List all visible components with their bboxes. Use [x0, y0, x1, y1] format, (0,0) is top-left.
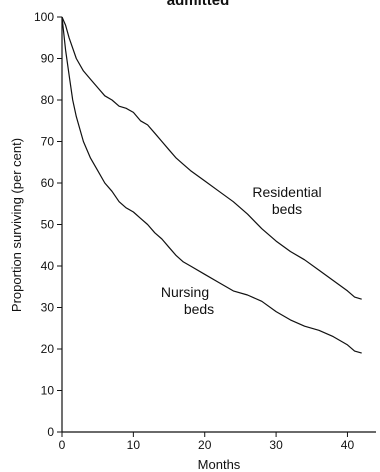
y-tick-label: 30	[41, 301, 55, 315]
annotation-line: beds	[184, 301, 214, 317]
y-tick-label: 70	[41, 135, 55, 149]
y-tick-label: 0	[47, 425, 54, 439]
y-tick-label: 20	[41, 342, 55, 356]
x-axis-title: Months	[198, 457, 241, 472]
series-line-nursing	[61, 16, 362, 354]
y-tick-label: 100	[34, 10, 54, 24]
x-tick-label: 0	[59, 438, 66, 452]
x-tick-label: 10	[127, 438, 141, 452]
label-residential-beds: Residential beds	[252, 184, 321, 217]
series-layer	[61, 16, 362, 354]
y-tick-label: 10	[41, 384, 55, 398]
y-axis-title: Proportion surviving (per cent)	[9, 138, 24, 312]
y-tick-label: 50	[41, 218, 55, 232]
y-tick-label: 60	[41, 176, 55, 190]
annotation-line: Residential	[252, 184, 321, 200]
annotation-line: Nursing	[161, 284, 209, 300]
chart-title: admitted	[167, 0, 230, 9]
x-tick-label: 40	[341, 438, 355, 452]
x-tick-label: 30	[269, 438, 283, 452]
annotation-line: beds	[272, 201, 302, 217]
series-line-residential	[61, 16, 362, 300]
label-nursing-beds: Nursing beds	[161, 284, 214, 317]
axes: 0 10 20 30 40 50 60 70 80 90 100 0 10 20 30 40	[34, 10, 376, 452]
y-tick-label: 40	[41, 259, 55, 273]
y-tick-label: 80	[41, 93, 55, 107]
x-tick-label: 20	[198, 438, 212, 452]
y-tick-label: 90	[41, 52, 55, 66]
